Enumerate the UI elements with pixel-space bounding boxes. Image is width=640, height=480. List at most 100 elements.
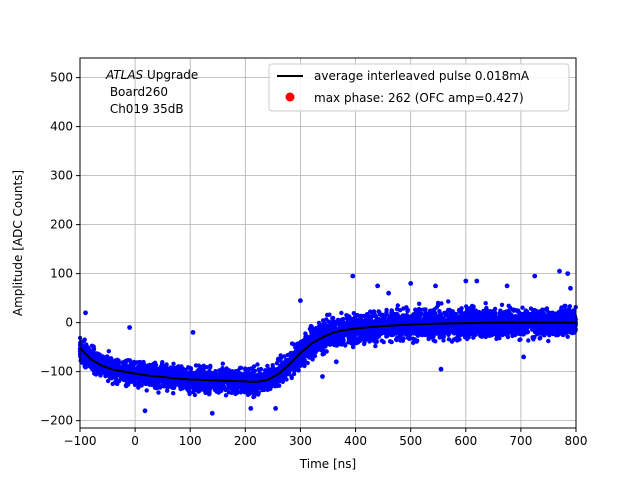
scatter-point (528, 312, 534, 317)
scatter-point (503, 311, 508, 316)
scatter-point (409, 318, 415, 324)
scatter-point (546, 322, 552, 328)
scatter-point (186, 381, 191, 387)
scatter-point (326, 319, 331, 324)
scatter-point (412, 330, 417, 335)
scatter-point (249, 390, 255, 395)
scatter-point (339, 317, 344, 323)
scatter-point (231, 384, 236, 389)
scatter-point (126, 366, 132, 371)
scatter-point (355, 322, 361, 327)
scatter-point (137, 374, 143, 380)
scatter-point (245, 392, 251, 397)
scatter-point (350, 332, 355, 337)
scatter-point (97, 352, 103, 357)
scatter-point (122, 364, 128, 370)
scatter-point (561, 332, 566, 338)
scatter-point (336, 331, 341, 336)
scatter-point (422, 328, 427, 333)
scatter-point (394, 330, 399, 335)
scatter-point (305, 360, 310, 366)
scatter-point (429, 312, 434, 317)
scatter-point (509, 317, 514, 322)
scatter-point (379, 313, 384, 318)
scatter-point (265, 368, 270, 374)
scatter-point (201, 387, 206, 392)
scatter-point (573, 326, 578, 332)
scatter-point (124, 383, 129, 389)
scatter-point (551, 323, 557, 328)
scatter-point (417, 308, 422, 313)
scatter-point (344, 313, 349, 318)
scatter-point (448, 326, 453, 331)
scatter-point (451, 330, 456, 336)
scatter-point (245, 382, 251, 387)
scatter-point (401, 336, 406, 341)
scatter-point (514, 323, 519, 328)
scatter-point (164, 366, 170, 371)
scatter-point (350, 344, 356, 350)
scatter-point (376, 334, 382, 339)
scatter-point (431, 329, 436, 334)
scatter-point (414, 311, 419, 316)
scatter-point (442, 310, 447, 316)
scatter-point (439, 301, 444, 306)
scatter-point (304, 351, 309, 356)
scatter-point (394, 337, 399, 343)
scatter-point (246, 366, 251, 372)
scatter-point (473, 323, 478, 328)
scatter-point (282, 354, 287, 359)
scatter-point (269, 368, 274, 373)
scatter-point (447, 307, 452, 313)
scatter-point (383, 313, 388, 319)
scatter-point (263, 382, 268, 387)
scatter-point (128, 379, 134, 384)
scatter-point (357, 338, 363, 343)
scatter-point (152, 378, 157, 384)
scatter-point (187, 374, 193, 379)
scatter-point (364, 312, 370, 317)
scatter-point (252, 394, 257, 399)
scatter-point (455, 325, 460, 331)
scatter-point (110, 381, 115, 387)
scatter-point (307, 353, 313, 358)
scatter-point (294, 359, 300, 364)
scatter-point (220, 375, 225, 380)
scatter-point (186, 388, 191, 393)
scatter-point (219, 371, 224, 376)
scatter-point (543, 313, 549, 318)
scatter-point (361, 334, 366, 339)
scatter-point (428, 319, 434, 324)
scatter-point (137, 359, 143, 365)
scatter-point (106, 360, 111, 365)
scatter-point (455, 331, 460, 336)
scatter-point (207, 385, 212, 390)
scatter-point (461, 332, 467, 337)
scatter-point (298, 355, 304, 360)
scatter-point (369, 338, 374, 343)
scatter-point (459, 317, 464, 322)
scatter-point (483, 301, 488, 306)
scatter-point (395, 303, 400, 308)
scatter-point (517, 337, 522, 343)
scatter-point (164, 377, 169, 383)
scatter-point (557, 317, 562, 322)
scatter-point (226, 390, 232, 395)
scatter-point (475, 312, 480, 317)
scatter-point (82, 345, 88, 351)
scatter-point (346, 320, 351, 325)
scatter-point (187, 391, 192, 397)
scatter-point (418, 312, 423, 317)
scatter-point (567, 304, 573, 309)
scatter-point (405, 325, 411, 330)
scatter-point (309, 331, 314, 337)
scatter-point (469, 331, 474, 337)
scatter-point (338, 341, 344, 347)
scatter-point (523, 308, 529, 313)
scatter-point (446, 299, 451, 304)
scatter-point (222, 369, 228, 375)
scatter-point (94, 353, 99, 359)
scatter-point (339, 310, 344, 316)
scatter-point (495, 317, 500, 322)
scatter-point (233, 369, 238, 375)
